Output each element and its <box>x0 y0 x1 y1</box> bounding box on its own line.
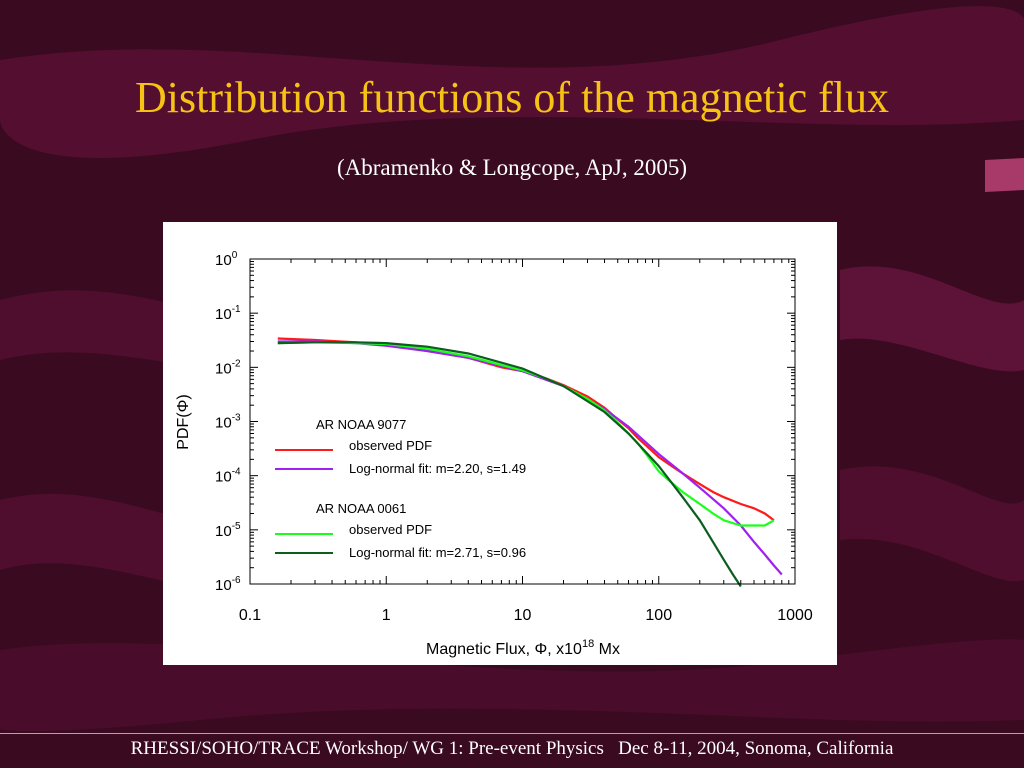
y-tick-label: 10-1 <box>215 304 241 323</box>
series-ar9077-fit <box>277 340 783 576</box>
slide-title: Distribution functions of the magnetic f… <box>135 73 889 122</box>
x-tick-label: 10 <box>514 607 532 624</box>
x-tick-label: 0.1 <box>239 607 261 624</box>
x-axis-label: Magnetic Flux, Φ, x1018 Mx <box>426 638 620 658</box>
y-tick-label: 10-3 <box>215 413 241 432</box>
legend-heading-0061: AR NOAA 0061 <box>316 501 406 516</box>
x-axis-label-main: Magnetic Flux, Φ, x10 <box>426 641 582 658</box>
x-tick-label: 1000 <box>777 607 813 624</box>
x-tick-labels: 0.1 1 10 100 1000 <box>239 607 813 624</box>
ticks-layer <box>249 259 796 585</box>
y-tick-label: 100 <box>215 250 238 269</box>
y-tick-label: 10-6 <box>215 575 241 594</box>
legend-label-9077-observed: observed PDF <box>349 438 432 453</box>
y-tick-label: 10-5 <box>215 521 241 540</box>
legend-label-9077-fit: Log-normal fit: m=2.20, s=1.49 <box>349 461 526 476</box>
series-layer <box>277 337 783 588</box>
slide-footer: RHESSI/SOHO/TRACE Workshop/ WG 1: Pre-ev… <box>130 738 894 759</box>
y-tick-label: 10-2 <box>215 358 241 377</box>
y-tick-labels: 100 10-1 10-2 10-3 10-4 10-5 10-6 <box>215 250 241 594</box>
slide-subtitle: (Abramenko & Longcope, ApJ, 2005) <box>336 155 688 180</box>
chart-panel: 100 10-1 10-2 10-3 10-4 10-5 10-6 0.1 1 10 100 100… <box>163 222 837 665</box>
footer-divider <box>0 733 1024 734</box>
y-tick-label: 10-4 <box>215 467 241 486</box>
x-tick-label: 1 <box>382 607 391 624</box>
legend: AR NOAA 9077 observed PDF Log-normal fit… <box>275 417 526 560</box>
x-axis-label-suffix: Mx <box>594 641 620 658</box>
x-axis-label-exp: 18 <box>582 638 594 650</box>
legend-label-0061-fit: Log-normal fit: m=2.71, s=0.96 <box>349 545 526 560</box>
y-axis-label: PDF(Φ) <box>175 394 192 449</box>
legend-heading-9077: AR NOAA 9077 <box>316 417 406 432</box>
series-ar0061-fit <box>277 341 742 588</box>
x-tick-label: 100 <box>645 607 672 624</box>
legend-label-0061-observed: observed PDF <box>349 522 432 537</box>
